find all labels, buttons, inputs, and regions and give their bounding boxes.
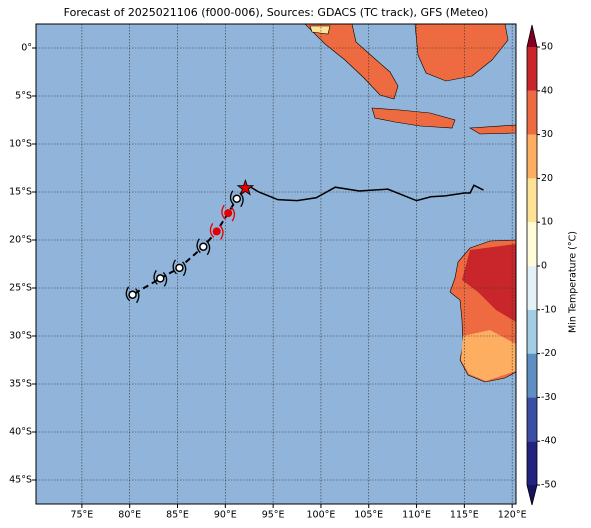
colorbar-bin [527,397,537,442]
past-track [248,184,484,202]
current-position [236,178,255,196]
x-tick-label: 75°E [70,510,93,521]
x-tick-label: 90°E [214,510,237,521]
colorbar-bin [527,90,537,135]
x-tick-label: 115°E [450,510,479,521]
map-frame [35,23,517,505]
observed-point [212,227,221,236]
y-tick-label: 5°S [15,91,32,102]
colorbar-tick-label: -30 [541,392,557,403]
colorbar-bin [527,134,537,179]
x-tick-label: 80°E [118,510,141,521]
australia-south [461,330,516,381]
colorbar-tick-label: 40 [541,85,553,96]
x-tick-label: 100°E [306,510,335,521]
y-tick-label: 30°S [9,331,32,342]
colorbar-bin [527,353,537,398]
land [304,24,516,383]
islands [469,124,516,135]
colorbar-tick-label: -40 [541,436,557,447]
y-tick-label: 15°S [9,187,32,198]
colorbar-bin [527,222,537,266]
ocean [36,24,516,504]
cyclone-symbol [125,286,140,304]
colorbar-label: Min Temperature (°C) [568,231,579,333]
colorbar-over [527,25,537,47]
colorbar-tick-label: 50 [541,42,553,53]
cyclone-symbol [153,270,168,287]
y-tick-label: 40°S [9,427,32,438]
forecast-point [128,290,137,299]
borneo [414,24,509,82]
y-tick-label: 35°S [9,379,32,390]
cyclone-symbol [209,223,224,240]
colorbar-tick-label: -20 [541,348,557,359]
colorbar-under [527,485,537,505]
cyclone-symbol [221,204,236,222]
forecast-point [175,263,184,273]
y-tick-label: 10°S [9,139,32,150]
java [371,107,456,129]
cyclone-symbol [172,259,187,277]
sumatra [304,24,399,100]
x-tick-label: 110°E [402,510,431,521]
y-tick-label: 25°S [9,283,32,294]
observed-point [224,209,233,218]
y-tick-label: 45°S [9,475,32,486]
x-tick-label: 105°E [354,510,383,521]
overlay [36,24,516,504]
colorbar-tick-label: 20 [541,173,553,184]
colorbar-tick-label: -10 [541,304,557,315]
x-tick-label: 85°E [166,510,189,521]
colorbar-tick-label: 10 [541,217,553,228]
colorbar-bin [527,178,537,223]
x-tick-label: 120°E [498,510,527,521]
colorbar-bin [527,309,537,354]
x-tick-label: 95°E [262,510,285,521]
highland [309,25,331,35]
y-tick-label: 20°S [9,235,32,246]
forecast-point [156,274,165,283]
colorbar-tick-label: 0 [541,261,547,272]
colorbar-tick-label: -50 [541,480,557,491]
forecast-point [232,194,242,203]
colorbar-tick-label: 30 [541,129,553,140]
colorbar-bin [527,266,537,310]
chart-title: Forecast of 2025021106 (f000-006), Sourc… [64,6,489,19]
cyclone-symbol [196,238,211,256]
colorbar-bin [527,47,537,91]
y-tick-label: 0° [21,43,32,54]
forecast-point [199,242,208,251]
colorbar-bin [527,441,537,485]
australia-hot [462,244,516,322]
